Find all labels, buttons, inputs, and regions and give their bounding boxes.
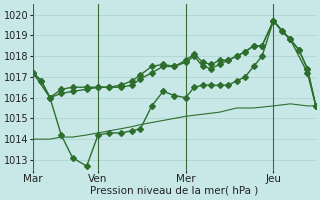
X-axis label: Pression niveau de la mer( hPa ): Pression niveau de la mer( hPa ) <box>90 186 259 196</box>
